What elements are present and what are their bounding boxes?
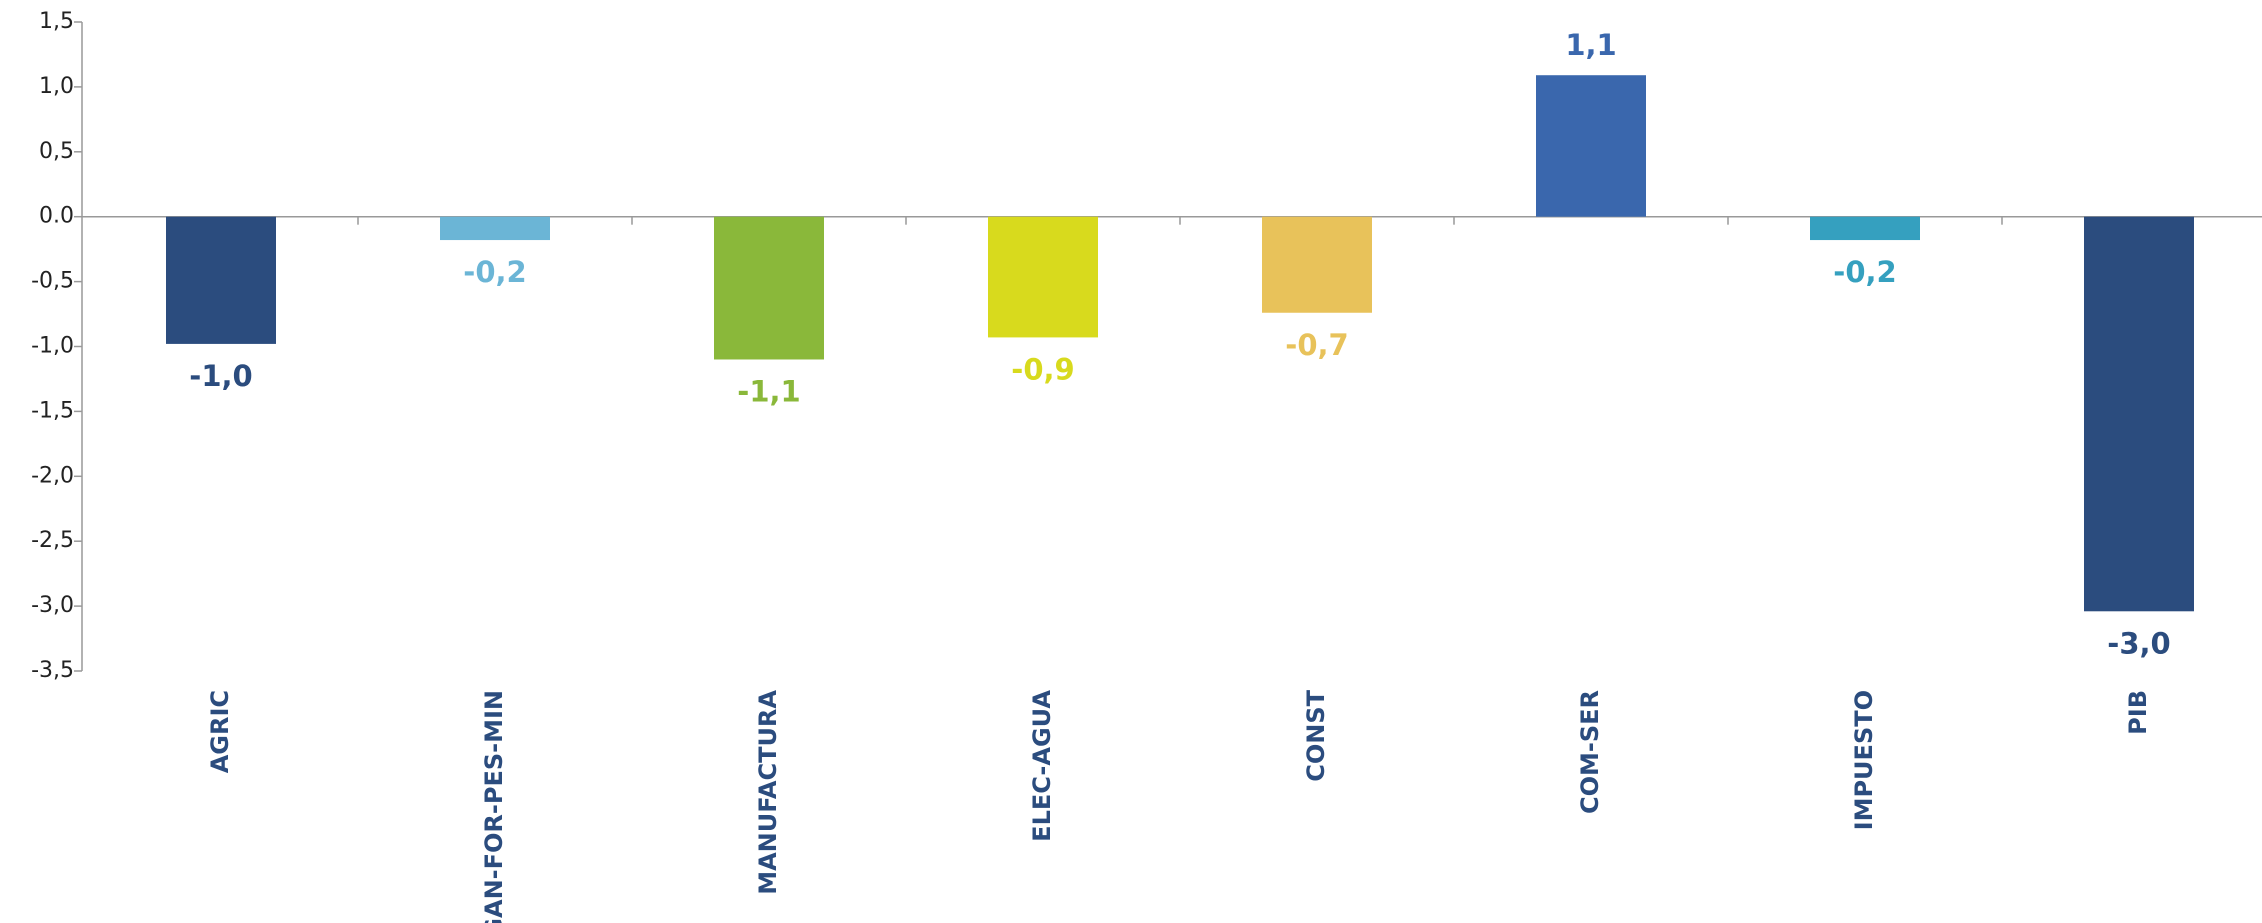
bar: [1810, 216, 1920, 241]
y-tick-label: -1,0: [31, 334, 74, 359]
value-label: -1,0: [189, 359, 252, 393]
x-tick-label: IMPUESTO: [1850, 690, 1878, 830]
bar: [714, 216, 824, 360]
x-tick-label: ELEC-AGUA: [1028, 690, 1056, 842]
value-label: -0,9: [1011, 352, 1074, 386]
value-label: -0,2: [1833, 255, 1896, 289]
x-tick-label: MANUFACTURA: [754, 690, 782, 895]
bar: [2084, 216, 2194, 612]
value-label: -0,7: [1285, 328, 1348, 362]
value-label: -0,2: [463, 255, 526, 289]
x-tick-label: AGRIC: [206, 690, 234, 773]
bar: [440, 216, 550, 241]
value-label: -3,0: [2107, 626, 2170, 660]
value-label: -1,1: [737, 374, 800, 408]
y-tick-label: -3,0: [31, 593, 74, 618]
y-tick-label: -3,5: [31, 658, 74, 683]
bar: [1536, 75, 1646, 217]
y-tick-label: -2,0: [31, 463, 74, 488]
value-label: 1,1: [1565, 28, 1616, 62]
x-tick-label: PIB: [2124, 690, 2152, 735]
x-tick-label: COM-SER: [1576, 690, 1604, 814]
y-tick-label: -2,5: [31, 528, 74, 553]
y-tick-label: -1,5: [31, 398, 74, 423]
x-tick-label: GAN-FOR-PES-MIN: [480, 690, 508, 923]
y-tick-label: 1,5: [39, 9, 74, 34]
y-tick-label: 1,0: [39, 74, 74, 99]
y-tick-label: 0,5: [39, 139, 74, 164]
y-tick-label: 0.0: [39, 204, 74, 229]
bar: [166, 216, 276, 344]
y-tick-label: -0,5: [31, 269, 74, 294]
x-tick-label: CONST: [1302, 689, 1330, 781]
bar: [1262, 216, 1372, 313]
bar: [988, 216, 1098, 338]
